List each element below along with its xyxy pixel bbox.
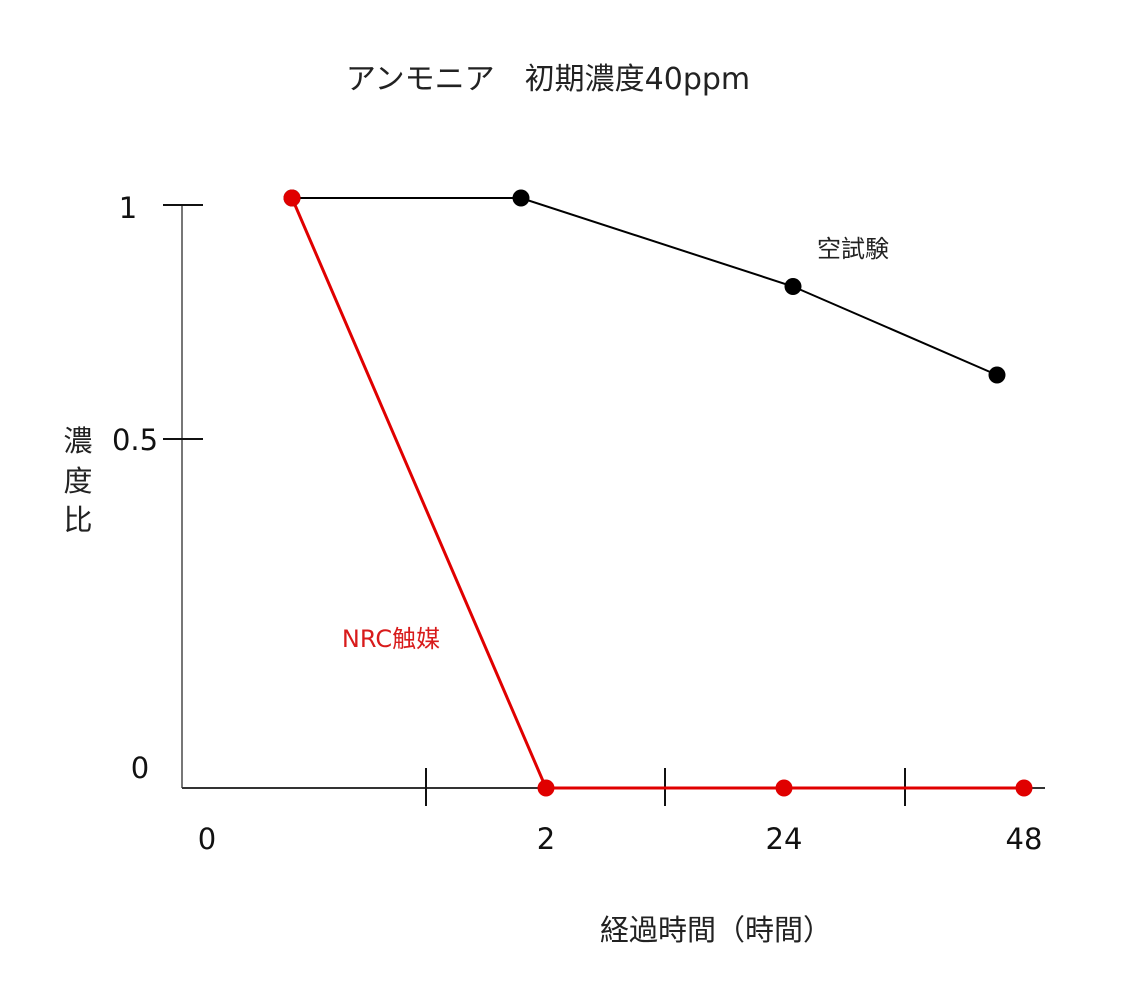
y-tick-label-0: 0	[131, 751, 149, 785]
x-tick-label-48: 48	[1006, 822, 1043, 856]
data-point-nrc-catalyst-0	[283, 189, 301, 207]
series-line-nrc-catalyst	[290, 197, 1024, 790]
series-layer	[283, 189, 1033, 797]
data-point-blank-test-2	[512, 189, 530, 207]
series-line-blank-test	[292, 197, 998, 376]
data-point-nrc-catalyst-2	[537, 779, 555, 797]
series-label-nrc-catalyst: NRC触媒	[342, 625, 440, 653]
y-axis-label-char-3: 比	[63, 503, 92, 537]
data-point-nrc-catalyst-24	[775, 779, 793, 797]
data-point-blank-test-48	[988, 366, 1006, 384]
data-point-blank-test-24	[784, 278, 802, 295]
y-axis-label-char-2: 度	[63, 464, 92, 498]
chart-title: アンモニア 初期濃度40ppm	[346, 62, 750, 97]
data-point-nrc-catalyst-48	[1015, 779, 1033, 797]
y-axis-label-char-1: 濃	[63, 424, 92, 458]
x-axis-label: 経過時間（時間）	[600, 913, 832, 947]
x-tick-label-2: 2	[537, 822, 555, 856]
x-tick-label-24: 24	[766, 822, 803, 856]
y-tick-label-0.5: 0.5	[112, 423, 158, 457]
series-label-blank-test: 空試験	[817, 235, 889, 263]
y-tick-label-1: 1	[119, 191, 137, 225]
x-tick-label-0: 0	[198, 822, 216, 856]
